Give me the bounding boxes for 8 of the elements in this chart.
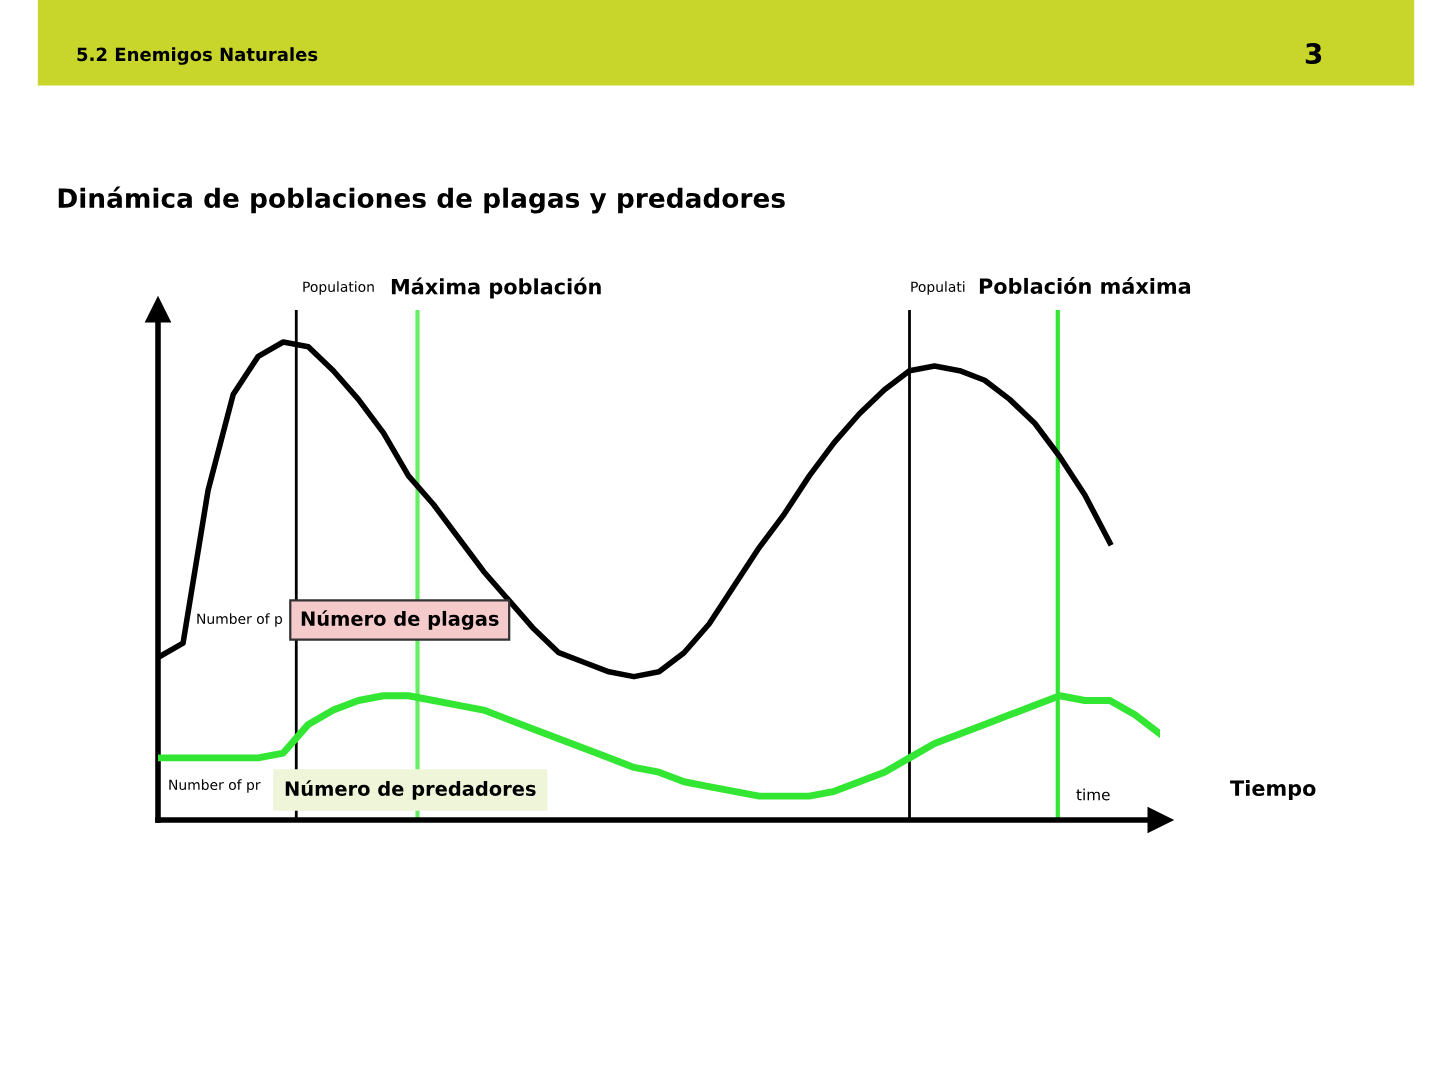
text: Tiempo (1230, 779, 1316, 801)
chart-title: Dinámica de poblaciones de plagas y predadores (58, 186, 785, 214)
text: Población máxima (979, 277, 1191, 295)
annotation: Número de predadores (285, 780, 536, 800)
annotation: Número de plagas (301, 610, 499, 630)
text: 5.2 Enemigos Naturales (77, 47, 318, 65)
text: 3 (1305, 43, 1322, 65)
text: Máxima población (391, 277, 601, 299)
